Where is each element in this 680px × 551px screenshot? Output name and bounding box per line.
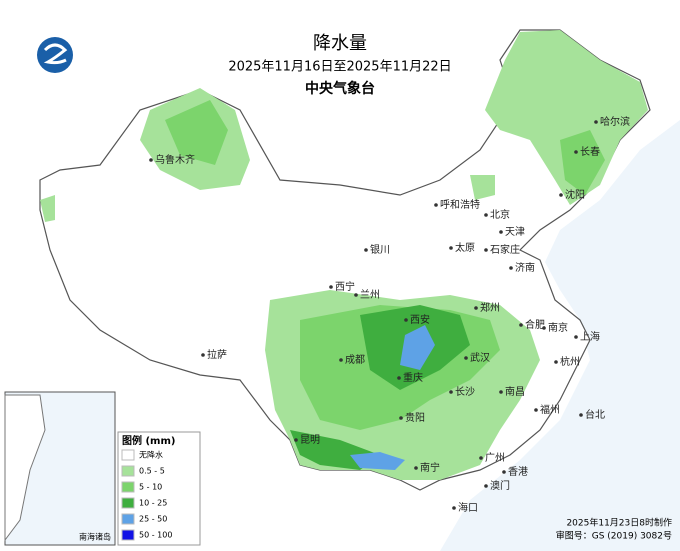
city-dot bbox=[452, 506, 456, 510]
city-dot bbox=[201, 353, 205, 357]
city-dot bbox=[329, 285, 333, 289]
city-label: 南京 bbox=[548, 321, 568, 334]
legend-label: 0.5 - 5 bbox=[139, 467, 165, 476]
city-dot bbox=[554, 360, 558, 364]
footer-made: 2025年11月23日8时制作 bbox=[566, 517, 672, 529]
map-title: 降水量 bbox=[313, 33, 367, 54]
inset-label: 南海诸岛 bbox=[79, 532, 111, 542]
city-dot bbox=[542, 326, 546, 330]
legend-label: 50 - 100 bbox=[139, 531, 172, 540]
city-label: 福州 bbox=[540, 403, 560, 416]
legend-swatch bbox=[121, 529, 135, 541]
city-label: 贵阳 bbox=[405, 411, 425, 424]
city-dot bbox=[474, 306, 478, 310]
city-label: 成都 bbox=[345, 354, 365, 366]
city-dot bbox=[519, 323, 523, 327]
legend-swatch bbox=[121, 481, 135, 493]
city-label: 石家庄 bbox=[490, 243, 520, 256]
rain-area bbox=[560, 130, 605, 195]
city-dot bbox=[559, 193, 563, 197]
city-dot bbox=[499, 230, 503, 234]
city-dot bbox=[534, 408, 538, 412]
city-label: 呼和浩特 bbox=[440, 199, 480, 211]
city-label: 西宁 bbox=[335, 280, 355, 293]
city-label: 拉萨 bbox=[207, 348, 227, 361]
city-dot bbox=[502, 470, 506, 474]
city-label: 台北 bbox=[585, 408, 605, 421]
city-dot bbox=[479, 456, 483, 460]
legend-label: 25 - 50 bbox=[139, 515, 167, 524]
rain-area bbox=[485, 30, 648, 205]
logo bbox=[37, 37, 73, 73]
inset-land bbox=[4, 394, 46, 542]
city-dot bbox=[499, 390, 503, 394]
city-label: 香港 bbox=[508, 466, 528, 478]
city-label: 杭州 bbox=[560, 355, 580, 368]
legend-title: 图例 (mm) bbox=[122, 434, 175, 447]
city-label: 南昌 bbox=[505, 385, 525, 398]
legend-swatch bbox=[121, 513, 135, 525]
city-dot bbox=[339, 358, 343, 362]
city-dot bbox=[449, 390, 453, 394]
legend-items: 无降水 0.5 - 5 5 - 10 10 - 25 25 - 50 50 - 100 bbox=[121, 449, 172, 541]
city-label: 长春 bbox=[580, 146, 600, 158]
city-label: 哈尔滨 bbox=[600, 115, 630, 128]
city-dot bbox=[594, 120, 598, 124]
city-dot bbox=[449, 246, 453, 250]
city-dot bbox=[404, 318, 408, 322]
city-label: 兰州 bbox=[360, 288, 380, 301]
city-label: 乌鲁木齐 bbox=[155, 153, 195, 166]
city-label: 澳门 bbox=[490, 479, 510, 492]
city-label: 银川 bbox=[370, 243, 390, 256]
city-dot bbox=[434, 203, 438, 207]
map-period: 2025年11月16日至2025年11月22日 bbox=[228, 60, 451, 75]
city-label: 北京 bbox=[490, 208, 510, 221]
city-label: 昆明 bbox=[300, 434, 320, 446]
logo-mark bbox=[43, 43, 68, 65]
city-dot bbox=[399, 416, 403, 420]
city-label: 广州 bbox=[485, 452, 505, 464]
city-label: 沈阳 bbox=[565, 188, 585, 201]
city-dot bbox=[579, 413, 583, 417]
city-dot bbox=[149, 158, 153, 162]
city-dot bbox=[397, 376, 401, 380]
city-dot bbox=[364, 248, 368, 252]
city-dot bbox=[464, 356, 468, 360]
legend-swatch bbox=[121, 465, 135, 477]
legend-swatch bbox=[121, 449, 135, 461]
city-dot bbox=[414, 466, 418, 470]
city-dot bbox=[574, 335, 578, 339]
city-dot bbox=[574, 150, 578, 154]
city-dot bbox=[509, 266, 513, 270]
city-label: 合肥 bbox=[525, 318, 545, 331]
legend-label: 5 - 10 bbox=[139, 483, 162, 492]
city-dot bbox=[484, 484, 488, 488]
rain-area bbox=[350, 325, 435, 470]
legend-swatch bbox=[121, 497, 135, 509]
city-label: 武汉 bbox=[470, 351, 490, 364]
city-dot bbox=[294, 438, 298, 442]
sea bbox=[440, 120, 680, 551]
footer-approval: 审图号：GS (2019) 3082号 bbox=[556, 530, 672, 542]
rain-area bbox=[165, 100, 228, 165]
city-dot bbox=[354, 293, 358, 297]
city-label: 天津 bbox=[505, 226, 525, 238]
legend-label: 无降水 bbox=[139, 450, 163, 460]
legend-label: 10 - 25 bbox=[139, 499, 167, 508]
city-label: 济南 bbox=[515, 261, 535, 274]
city-label: 郑州 bbox=[480, 301, 500, 314]
city-dot bbox=[484, 213, 488, 217]
city-label: 南宁 bbox=[420, 461, 440, 474]
city-label: 海口 bbox=[458, 501, 478, 514]
city-label: 太原 bbox=[455, 241, 475, 254]
city-label: 长沙 bbox=[455, 386, 475, 398]
map-agency: 中央气象台 bbox=[305, 80, 375, 97]
city-dot bbox=[484, 248, 488, 252]
city-label: 西安 bbox=[410, 313, 430, 326]
city-label: 重庆 bbox=[403, 371, 423, 384]
city-label: 上海 bbox=[580, 330, 600, 343]
